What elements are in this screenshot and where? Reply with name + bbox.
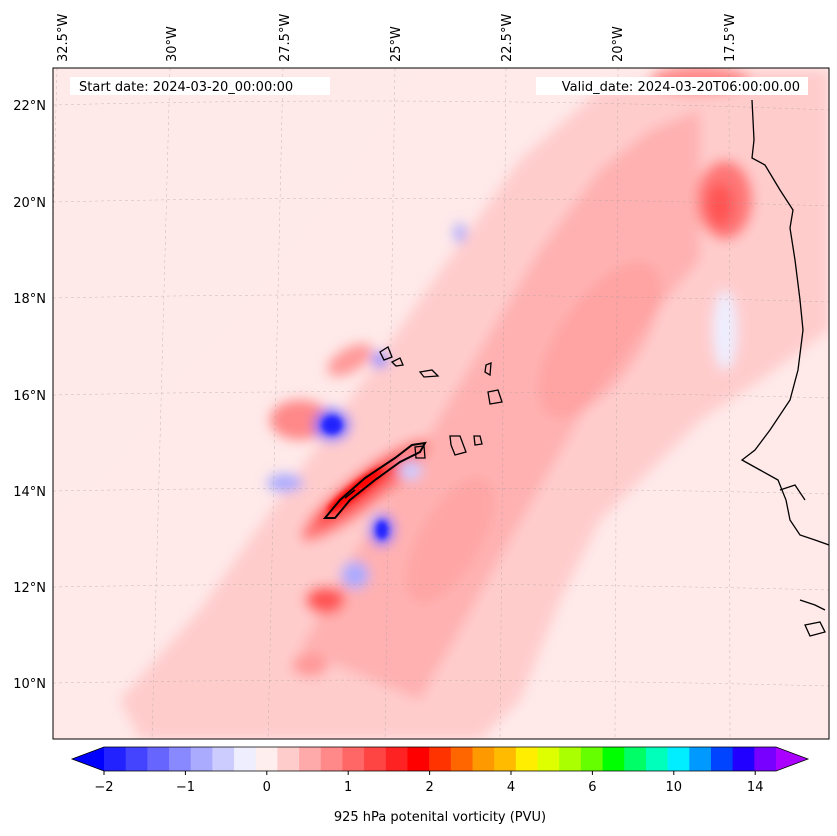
- lat-label-10n: 10°N: [13, 677, 46, 692]
- map-frame: [52, 67, 830, 740]
- lat-label-22n: 22°N: [13, 99, 46, 114]
- colorbar-cell: [364, 747, 387, 771]
- colorbar-tick-label: 1: [344, 780, 352, 795]
- lat-labels: 22°N 20°N 18°N 16°N 14°N 12°N 10°N: [13, 99, 46, 692]
- colorbar-cell: [537, 747, 560, 771]
- colorbar-cell: [580, 747, 604, 771]
- colorbar-cell: [277, 747, 300, 771]
- coastlines: [322, 99, 829, 637]
- colorbar-cell: [147, 747, 170, 771]
- lon-label-32-5w: 32.5°W: [56, 14, 71, 62]
- colorbar-cell: [255, 747, 278, 771]
- graticule: [53, 68, 829, 739]
- lat-label-12n: 12°N: [13, 581, 46, 596]
- colorbar-tick-label: 6: [588, 780, 596, 795]
- lat-label-16n: 16°N: [13, 389, 46, 404]
- lon-label-30w: 30°W: [165, 26, 180, 62]
- colorbar-cell: [624, 747, 647, 771]
- colorbar-cell: [515, 747, 539, 771]
- colorbar-cell: [667, 747, 690, 771]
- pv-field: Start date: 2024-03-20_00:00:00 Valid_da…: [53, 68, 829, 739]
- colorbar-cell: [299, 747, 322, 771]
- colorbar-tick-label: 10: [666, 780, 683, 795]
- lat-label-20n: 20°N: [13, 196, 46, 211]
- colorbar-cell: [472, 747, 495, 771]
- valid-date-box: [536, 77, 808, 95]
- lat-label-18n: 18°N: [13, 292, 46, 307]
- lon-label-25w: 25°W: [389, 26, 404, 62]
- colorbar-cell: [342, 747, 365, 771]
- colorbar-tick-label: 2: [425, 780, 433, 795]
- colorbar-tick-label: −1: [176, 780, 195, 795]
- start-date-text: Start date: 2024-03-20_00:00:00: [79, 80, 293, 95]
- lon-label-22-5w: 22.5°W: [500, 14, 515, 62]
- colorbar-cell: [407, 747, 430, 771]
- colorbar-cell: [450, 747, 474, 771]
- lon-label-20w: 20°W: [611, 26, 626, 62]
- colorbar-cell: [104, 747, 127, 771]
- colorbar-tick-label: −2: [94, 780, 113, 795]
- colorbar-ticks: −2 −1 0 1 2 4 6 10 14: [94, 771, 763, 795]
- colorbar-label: 925 hPa potenital vorticity (PVU): [334, 810, 546, 825]
- colorbar-tick-label: 0: [263, 780, 271, 795]
- colorbar-cell: [754, 747, 777, 771]
- colorbar-cell: [559, 747, 582, 771]
- colorbar-cell: [212, 747, 235, 771]
- colorbar-cell: [710, 747, 734, 771]
- colorbar-cell: [429, 747, 452, 771]
- colorbar-cell: [494, 747, 517, 771]
- colorbar-cell: [169, 747, 192, 771]
- colorbar-cell: [732, 747, 755, 771]
- colorbar-tick-label: 14: [747, 780, 764, 795]
- colorbar: −2 −1 0 1 2 4 6 10 14 925 hPa potenital vorticit…: [70, 746, 810, 825]
- colorbar-max-arrow: [776, 747, 808, 771]
- lat-label-14n: 14°N: [13, 485, 46, 500]
- colorbar-cell: [385, 747, 408, 771]
- colorbar-cell: [190, 747, 213, 771]
- valid-date-text: Valid_date: 2024-03-20T06:00:00.00: [562, 80, 800, 95]
- colorbar-cell: [689, 747, 712, 771]
- colorbar-cell: [645, 747, 669, 771]
- colorbar-min-arrow: [72, 747, 104, 771]
- colorbar-cell: [602, 747, 625, 771]
- colorbar-cell: [234, 747, 257, 771]
- lon-label-17-5w: 17.5°W: [723, 14, 738, 62]
- lon-label-27-5w: 27.5°W: [278, 14, 293, 62]
- colorbar-cells: [104, 747, 777, 771]
- colorbar-cell: [320, 747, 343, 771]
- start-date-box: [70, 77, 330, 95]
- colorbar-tick-label: 4: [507, 780, 515, 795]
- lon-labels: 32.5°W 30°W 27.5°W 25°W 22.5°W 20°W 17.5…: [56, 14, 738, 62]
- colorbar-cell: [125, 747, 148, 771]
